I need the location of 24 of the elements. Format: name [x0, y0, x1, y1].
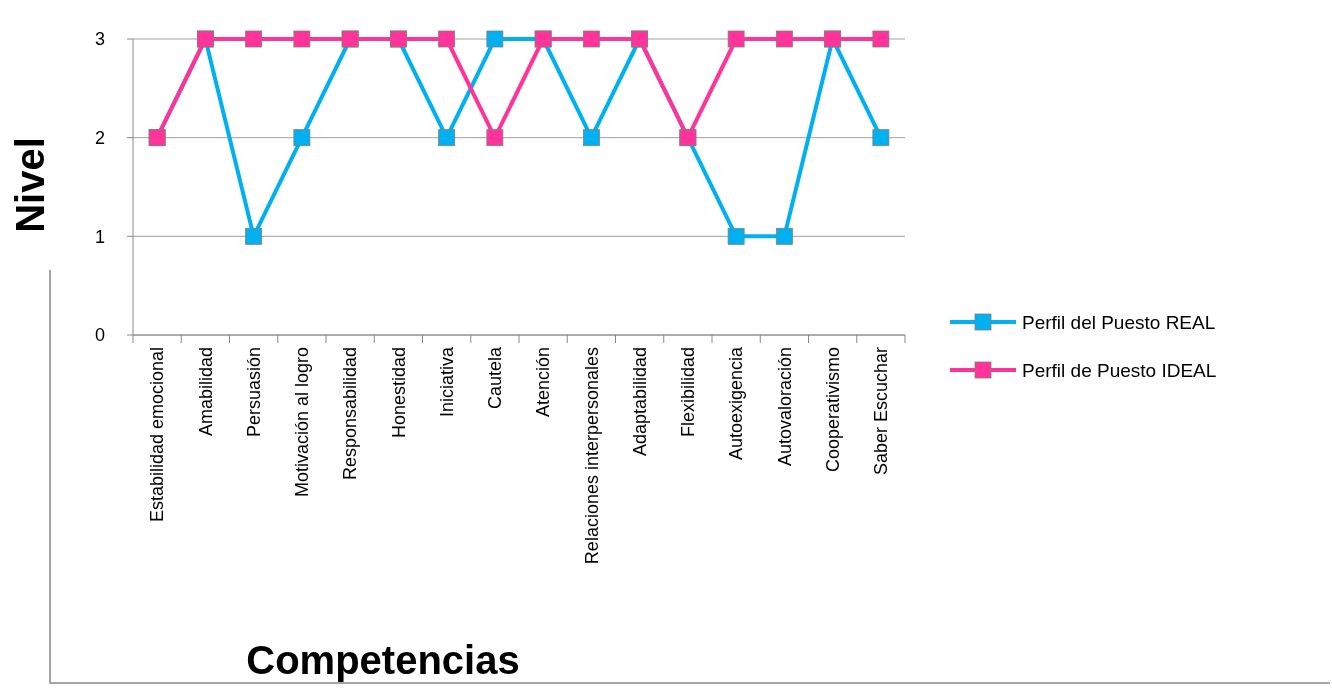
x-tick-label: Saber Escuchar — [871, 347, 892, 476]
x-tick-label: Flexibilidad — [678, 347, 699, 438]
x-tick-label: Persuasión — [243, 347, 264, 438]
x-tick-label: Iniciativa — [436, 346, 457, 418]
y-tick-label: 0 — [94, 325, 105, 346]
x-tick-label: Estabilidad emocional — [147, 347, 168, 523]
legend-label: Perfil del Puesto REAL — [1022, 311, 1216, 333]
y-tick-label: 3 — [94, 29, 105, 50]
x-tick-label: Adaptabilidad — [629, 347, 650, 457]
y-tick-label: 1 — [94, 226, 105, 247]
x-tick-label: Autoexigencia — [726, 346, 747, 461]
x-tick-label: Autovaloración — [774, 347, 795, 467]
x-tick-label: Relaciones interpersonales — [581, 347, 602, 565]
legend-label: Perfil de Puesto IDEAL — [1022, 359, 1217, 381]
x-tick-label: Cooperativismo — [822, 347, 843, 473]
x-tick-label: Motivación al logro — [292, 347, 313, 498]
y-tick-label: 2 — [94, 127, 105, 148]
x-tick-label: Atención — [533, 347, 554, 418]
x-axis-title: Competencias — [246, 638, 520, 682]
x-tick-label: Honestidad — [388, 347, 409, 439]
x-tick-label: Amabilidad — [195, 347, 216, 437]
x-tick-label: Cautela — [485, 346, 506, 410]
x-tick-label: Responsabilidad — [340, 347, 361, 481]
y-axis-title: Nivel — [8, 137, 52, 233]
